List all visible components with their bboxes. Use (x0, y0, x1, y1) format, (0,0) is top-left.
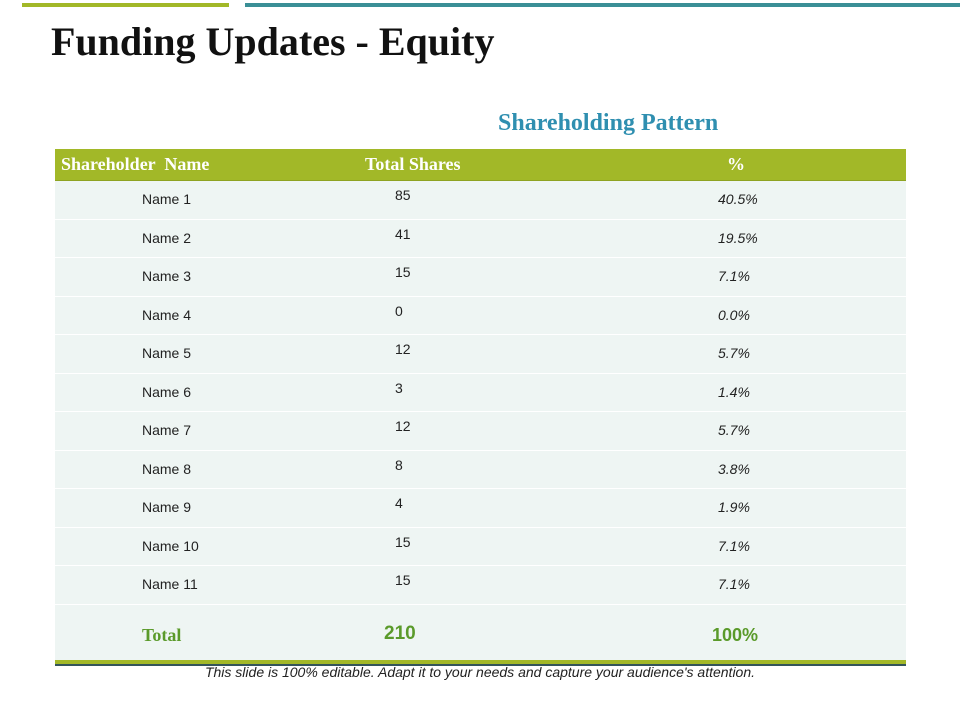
cell-percent: 3.8% (718, 460, 750, 477)
cell-shares: 4 (395, 495, 403, 511)
cell-name: Name 3 (142, 268, 192, 284)
cell-percent: 1.9% (718, 499, 750, 515)
cell-shares: 41 (395, 225, 411, 242)
total-percent: 100% (712, 624, 759, 645)
header-shareholder-name: Shareholder Name (61, 154, 210, 174)
cell-name: Name 6 (142, 383, 192, 400)
cell-shares: 8 (395, 456, 403, 473)
shareholding-table: Shareholder Name Total Shares % Name 1 8… (55, 149, 906, 666)
cell-shares: 3 (395, 379, 403, 396)
cell-shares: 15 (395, 533, 411, 550)
table-row: Name 3 15 7.1% (55, 258, 906, 297)
table-row: Name 9 4 1.9% (55, 489, 906, 528)
table-row: Name 10 15 7.1% (55, 527, 906, 566)
cell-name: Name 2 (142, 229, 192, 246)
cell-shares: 15 (395, 264, 411, 280)
total-shares: 210 (384, 622, 416, 644)
cell-percent: 7.1% (718, 537, 750, 554)
table-row: Name 5 12 5.7% (55, 335, 906, 374)
cell-percent: 5.7% (718, 422, 750, 438)
cell-shares: 12 (395, 418, 411, 434)
top-accent-bar-green (22, 3, 229, 7)
cell-shares: 12 (395, 341, 411, 357)
cell-name: Name 11 (142, 576, 198, 592)
total-label: Total (142, 624, 182, 645)
table-row: Name 8 8 3.8% (55, 450, 906, 489)
table-row: Name 6 3 1.4% (55, 373, 906, 412)
cell-percent: 19.5% (718, 229, 758, 246)
table-row: Name 2 41 19.5% (55, 219, 906, 258)
cell-percent: 7.1% (718, 268, 750, 284)
cell-shares: 85 (395, 187, 411, 203)
header-total-shares: Total Shares (365, 154, 461, 174)
cell-percent: 1.4% (718, 383, 750, 400)
table-row: Name 7 12 5.7% (55, 412, 906, 451)
table-bottom-rule-green (55, 659, 906, 664)
footer-note: This slide is 100% editable. Adapt it to… (204, 664, 756, 680)
table-row: Name 1 85 40.5% (55, 181, 906, 220)
cell-shares: 0 (395, 302, 403, 319)
cell-percent: 40.5% (718, 191, 758, 207)
top-accent-bar-teal (245, 3, 960, 7)
table-row: Name 11 15 7.1% (55, 566, 906, 605)
table-heading: Shareholding Pattern (498, 110, 719, 136)
cell-name: Name 5 (142, 345, 192, 361)
cell-name: Name 10 (142, 537, 199, 554)
cell-percent: 5.7% (718, 345, 750, 361)
cell-name: Name 7 (142, 422, 192, 438)
table-row: Name 4 0 0.0% (55, 296, 906, 335)
table-total-row: Total 210 100% (55, 604, 906, 660)
cell-percent: 7.1% (718, 576, 750, 592)
table-bottom-rule-dark (55, 663, 906, 666)
header-percent: % (727, 154, 745, 174)
cell-name: Name 1 (142, 191, 192, 207)
cell-shares: 15 (395, 572, 411, 588)
cell-percent: 0.0% (718, 306, 750, 323)
table-header-row: Shareholder Name Total Shares % (55, 149, 906, 181)
cell-name: Name 9 (142, 499, 192, 515)
cell-name: Name 8 (142, 460, 192, 477)
cell-name: Name 4 (142, 306, 192, 323)
slide-title: Funding Updates - Equity (51, 19, 495, 64)
